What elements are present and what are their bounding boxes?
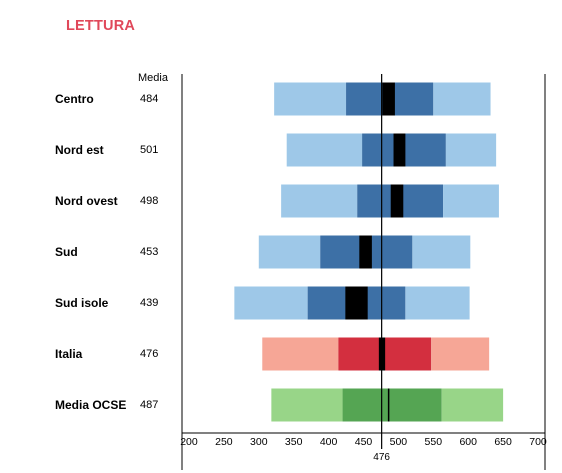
x-tick-label-200: 200 — [180, 436, 198, 448]
bar-sud-isole-p75-p95 — [405, 286, 470, 320]
row-label-media-ocse: Media OCSE — [55, 398, 127, 412]
ci-nord-ovest — [390, 184, 404, 218]
bar-italia-p75-p95 — [431, 337, 490, 371]
ci-nord-est — [393, 133, 406, 167]
reference-value-label: 476 — [373, 452, 390, 463]
row-mean-sud: 453 — [140, 246, 159, 258]
x-tick-label-500: 500 — [390, 436, 408, 448]
bar-sud-isole-p5-p25 — [234, 286, 308, 320]
x-tick-label-350: 350 — [285, 436, 303, 448]
row-label-nord-est: Nord est — [55, 143, 104, 157]
media-column-header: Media — [138, 72, 168, 84]
bar-sud-p5-p25 — [258, 235, 321, 269]
x-tick-label-600: 600 — [459, 436, 477, 448]
x-tick-label-550: 550 — [425, 436, 443, 448]
x-tick-label-300: 300 — [250, 436, 268, 448]
bar-media-ocse-p5-p25 — [271, 388, 343, 422]
bar-nord-est-p5-p25 — [286, 133, 363, 167]
row-label-sud: Sud — [55, 245, 78, 259]
x-tick-label-400: 400 — [320, 436, 338, 448]
row-mean-media-ocse: 487 — [140, 399, 159, 411]
row-label-centro: Centro — [55, 92, 94, 106]
row-mean-centro: 484 — [140, 93, 159, 105]
row-label-sud-isole: Sud isole — [55, 296, 109, 310]
bar-centro-p75-p95 — [433, 82, 491, 116]
row-mean-nord-est: 501 — [140, 144, 159, 156]
bar-italia-p5-p25 — [262, 337, 339, 371]
bar-sud-p75-p95 — [412, 235, 471, 269]
row-mean-italia: 476 — [140, 348, 159, 360]
x-tick-label-450: 450 — [355, 436, 373, 448]
x-tick-label-700: 700 — [529, 436, 547, 448]
chart-title: LETTURA — [66, 18, 136, 34]
bar-centro-p5-p25 — [274, 82, 347, 116]
bar-media-ocse-p25-p75 — [342, 388, 442, 422]
row-mean-sud-isole: 439 — [140, 297, 159, 309]
row-label-nord-ovest: Nord ovest — [55, 194, 118, 208]
bar-media-ocse-p75-p95 — [441, 388, 504, 422]
bar-nord-ovest-p75-p95 — [443, 184, 499, 218]
ci-sud-isole — [345, 286, 368, 320]
ci-centro — [382, 82, 395, 116]
row-label-italia: Italia — [55, 347, 83, 361]
row-mean-nord-ovest: 498 — [140, 195, 159, 207]
bar-nord-ovest-p5-p25 — [281, 184, 358, 218]
ci-sud — [359, 235, 372, 269]
x-tick-label-250: 250 — [215, 436, 233, 448]
bar-nord-est-p75-p95 — [445, 133, 497, 167]
x-tick-label-650: 650 — [494, 436, 512, 448]
